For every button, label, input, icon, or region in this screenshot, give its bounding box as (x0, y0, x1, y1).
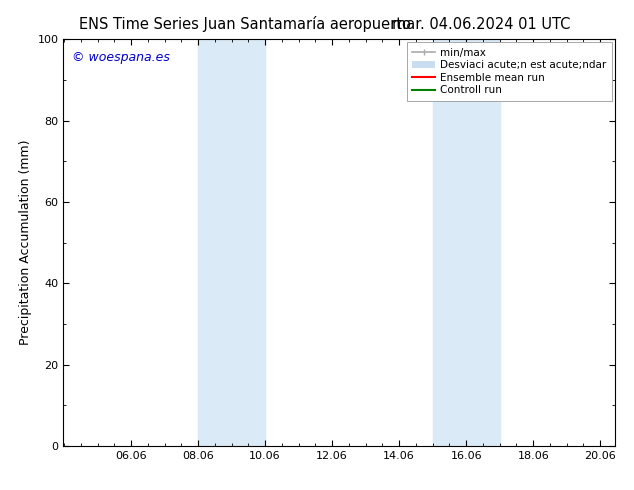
Text: ENS Time Series Juan Santamaría aeropuerto: ENS Time Series Juan Santamaría aeropuer… (79, 16, 411, 32)
Y-axis label: Precipitation Accumulation (mm): Precipitation Accumulation (mm) (19, 140, 32, 345)
Bar (432, 39, 500, 446)
Legend: min/max, Desviaci acute;n est acute;ndar, Ensemble mean run, Controll run: min/max, Desviaci acute;n est acute;ndar… (407, 42, 612, 100)
Bar (198, 39, 265, 446)
Text: mar. 04.06.2024 01 UTC: mar. 04.06.2024 01 UTC (392, 17, 571, 32)
Text: © woespana.es: © woespana.es (72, 51, 169, 64)
